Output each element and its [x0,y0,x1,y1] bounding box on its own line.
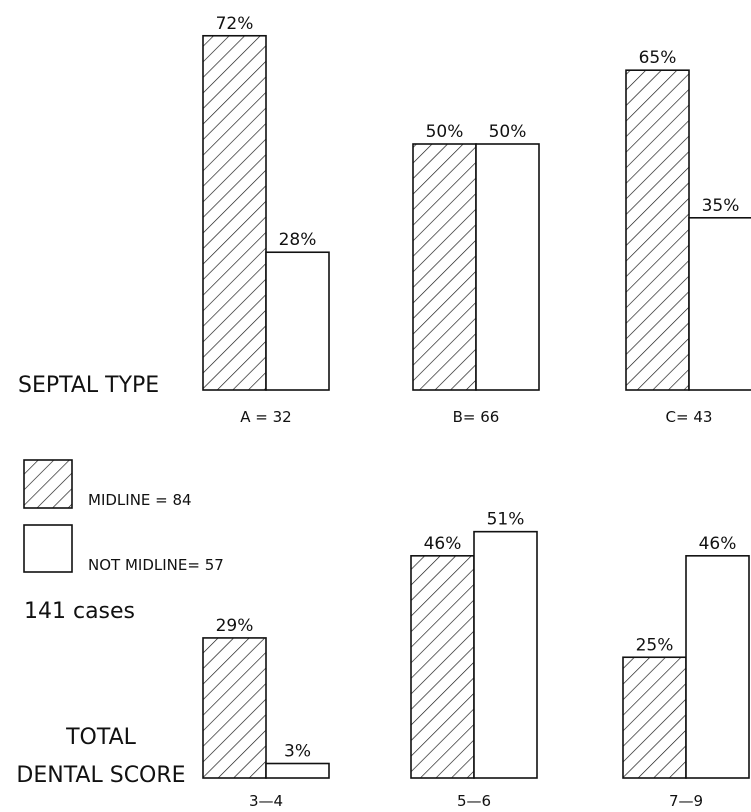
data-label: 29% [216,616,254,636]
data-label: 50% [426,122,464,142]
category-label: A = 32 [240,408,291,426]
legend-not-midline-swatch [23,524,73,573]
bar [410,555,475,779]
data-label: 72% [216,14,254,34]
bar [622,656,687,779]
bar [685,555,750,779]
bar [688,217,751,391]
legend: MIDLINE = 84 NOT MIDLINE= 57 141 cases [23,459,224,624]
bar [265,762,330,779]
bar [625,69,690,391]
data-label: 51% [487,510,525,530]
bar [265,251,330,391]
bar [473,530,538,779]
legend-not-midline-label: NOT MIDLINE= 57 [88,556,224,574]
y-axis-label: TOTAL [65,725,137,750]
data-label: 28% [279,230,317,250]
y-axis-label: SEPTAL TYPE [18,373,159,398]
data-label: 65% [639,48,677,68]
bar [475,143,540,391]
data-label: 50% [489,122,527,142]
plots: SEPTAL TYPE 72% 28% A = 32 50% 50% B= 66 65% 35%… [16,14,751,810]
legend-midline-label: MIDLINE = 84 [88,491,192,509]
data-label: 46% [699,534,737,554]
data-label: 46% [424,534,462,554]
category-label: 3—4 [249,792,283,810]
category-label: 7—9 [669,792,703,810]
cases-count: 141 cases [24,599,135,624]
bar [202,637,267,779]
bar [412,143,477,391]
category-label: 5—6 [457,792,491,810]
legend-midline-swatch [23,459,73,509]
category-label: B= 66 [453,408,500,426]
category-label: C= 43 [666,408,713,426]
y-axis-label: DENTAL SCORE [16,763,185,788]
data-label: 35% [702,196,740,216]
bar [202,34,267,391]
chart-2: TOTAL DENTAL SCORE 29% 3% 3—4 46% 51% 5—6 25% 46%… [16,510,750,810]
data-label: 3% [284,742,311,762]
chart-1: SEPTAL TYPE 72% 28% A = 32 50% 50% B= 66 65% 35%… [18,14,751,426]
data-label: 25% [636,635,674,655]
